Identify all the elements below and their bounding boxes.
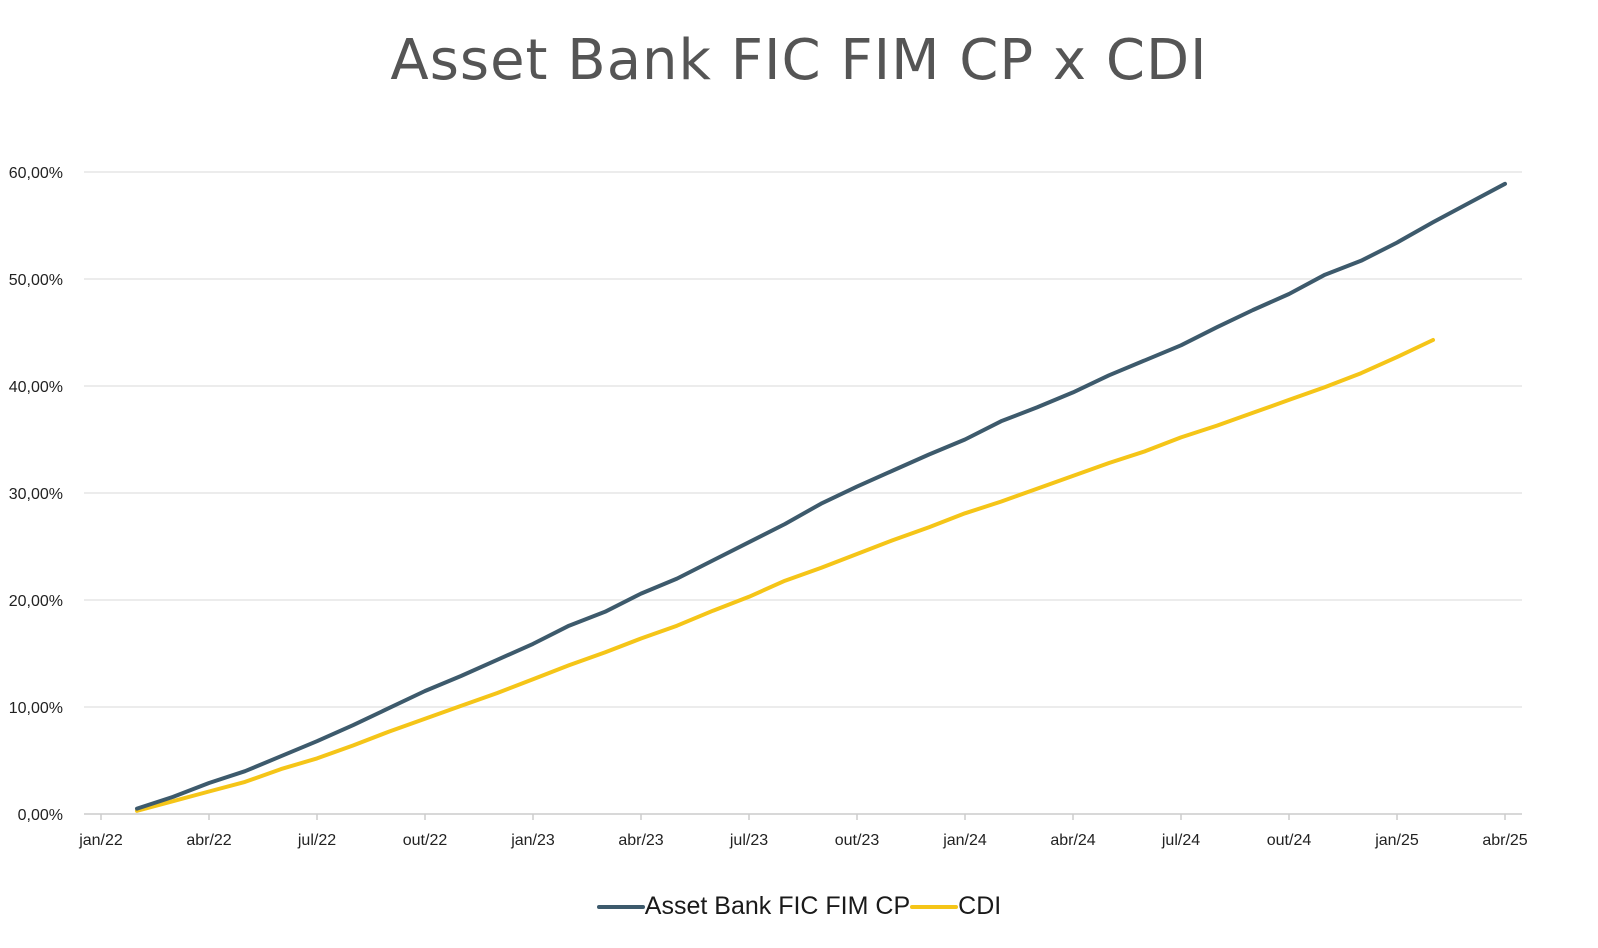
- x-axis-tick-labels: jan/22 abr/22 jul/22 out/22 jan/23 abr/23 jul/…: [78, 832, 1528, 849]
- x-tick-label: jan/23: [510, 832, 555, 849]
- y-tick-label: 60,00%: [9, 165, 63, 182]
- y-tick-label: 20,00%: [9, 593, 63, 610]
- chart-title: Asset Bank FIC FIM CP x CDI: [390, 28, 1208, 93]
- x-axis: [84, 813, 1522, 820]
- x-tick-label: jul/24: [1161, 832, 1200, 849]
- x-tick-label: jan/24: [942, 832, 987, 849]
- y-axis-tick-labels: 0,00% 10,00% 20,00% 30,00% 40,00% 50,00% 60,00…: [9, 165, 63, 824]
- x-tick-label: out/22: [403, 832, 448, 849]
- y-tick-label: 30,00%: [9, 486, 63, 503]
- legend-label-fund: Asset Bank FIC FIM CP: [644, 892, 911, 920]
- legend-swatch-fund: [596, 904, 645, 909]
- y-tick-label: 0,00%: [18, 807, 63, 824]
- legend-swatch-cdi: [910, 904, 959, 909]
- x-tick-label: jul/22: [297, 832, 336, 849]
- series-line-cdi: [135, 338, 1435, 813]
- x-tick-label: jul/23: [729, 832, 768, 849]
- x-tick-label: jan/25: [1374, 832, 1419, 849]
- gridlines: [84, 171, 1522, 708]
- legend-item-cdi: CDI: [910, 892, 1001, 921]
- series-line-fund: [135, 181, 1507, 811]
- x-tick-label: abr/23: [618, 832, 663, 849]
- x-tick-label: abr/25: [1482, 832, 1527, 849]
- legend: Asset Bank FIC FIM CP CDI: [0, 892, 1598, 921]
- x-tick-label: abr/24: [1050, 832, 1095, 849]
- x-tick-label: jan/22: [78, 832, 123, 849]
- y-tick-label: 40,00%: [9, 379, 63, 396]
- y-tick-label: 10,00%: [9, 700, 63, 717]
- y-tick-label: 50,00%: [9, 272, 63, 289]
- x-tick-label: abr/22: [186, 832, 231, 849]
- legend-label-cdi: CDI: [958, 892, 1002, 920]
- x-tick-label: out/23: [835, 832, 880, 849]
- x-tick-label: out/24: [1267, 832, 1312, 849]
- legend-item-fund: Asset Bank FIC FIM CP: [596, 892, 911, 921]
- series-lines: [135, 181, 1507, 813]
